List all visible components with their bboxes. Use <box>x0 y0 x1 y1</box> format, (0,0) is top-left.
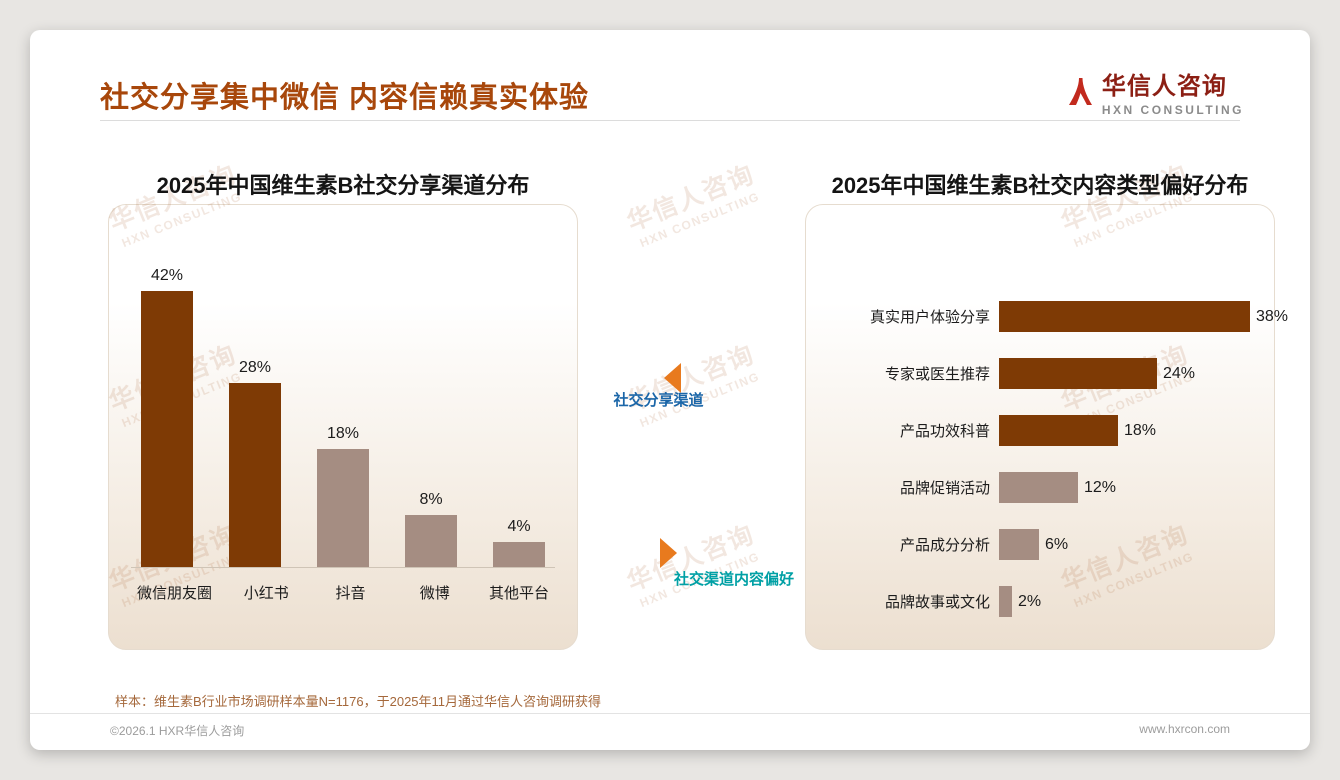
arrow-right-icon <box>660 538 677 568</box>
sample-footnote: 样本：维生素B行业市场调研样本量N=1176，于2025年11月通过华信人咨询调… <box>115 694 602 709</box>
bar-value-label: 4% <box>507 518 531 535</box>
bar-category-label: 品牌故事或文化 <box>884 594 990 611</box>
bar-column: 4% <box>489 518 549 568</box>
bar <box>405 515 457 568</box>
logo-icon <box>1067 76 1093 108</box>
bar-value-label: 12% <box>1084 478 1117 496</box>
bar-row: 产品成分分析 6% <box>824 529 1264 560</box>
bar <box>229 383 281 568</box>
bar-row: 产品功效科普 18% <box>824 415 1264 446</box>
bar-value-label: 38% <box>1256 307 1289 325</box>
bar <box>999 472 1078 503</box>
logo-name-en: HXN CONSULTING <box>1101 103 1244 117</box>
bar-value-label: 18% <box>1124 421 1157 439</box>
arrow-left-icon <box>664 363 681 393</box>
bar-category-label: 专家或医生推荐 <box>884 366 990 383</box>
bar <box>999 415 1118 446</box>
bar-category-label: 抖音 <box>335 585 366 602</box>
bar-category-label: 微信朋友圈 <box>137 585 213 602</box>
horizontal-bar-chart: 真实用户体验分享 38% 专家或医生推荐 24% 产品功效科普 18% 品牌促销活动 12% 产… <box>805 204 1288 650</box>
vchart-categories: 微信朋友圈 小红书 抖音 微博 其他平台 <box>137 582 549 603</box>
bar-value-label: 42% <box>150 267 184 284</box>
bar-value-label: 24% <box>1163 364 1196 382</box>
bar <box>999 358 1157 389</box>
x-axis-line <box>131 567 555 568</box>
bar-category-label: 小红书 <box>243 585 289 602</box>
title-divider <box>100 120 1240 121</box>
bar-row: 真实用户体验分享 38% <box>824 301 1288 332</box>
website-text: www.hxrcon.com <box>1139 722 1230 736</box>
bar-value-label: 18% <box>326 425 360 442</box>
bar-column: 8% <box>401 491 461 568</box>
bar <box>141 291 193 568</box>
bar-category-label: 产品成分分析 <box>899 537 990 554</box>
company-logo: 华信人咨询 HXN CONSULTING <box>1067 66 1244 117</box>
copyright-text: ©2026.1 HXR华信人咨询 <box>110 724 245 738</box>
share-channel-label: 社交分享渠道 <box>613 392 704 409</box>
bar <box>317 449 369 568</box>
bar-column: 42% <box>137 267 197 568</box>
bar <box>493 542 545 568</box>
vchart-bars: 42% 28% 18% 8% 4% <box>137 267 549 568</box>
bar-column: 28% <box>225 359 285 568</box>
bar-column: 18% <box>313 425 373 568</box>
bar-category-label: 品牌促销活动 <box>899 480 990 497</box>
bar-category-label: 微博 <box>419 585 450 602</box>
bar-row: 品牌故事或文化 2% <box>824 586 1264 617</box>
hchart-rows: 真实用户体验分享 38% 专家或医生推荐 24% 产品功效科普 18% 品牌促销活动 12% 产… <box>824 301 1288 617</box>
logo-name-cn: 华信人咨询 <box>1101 73 1227 100</box>
right-chart-title: 2025年中国维生素B社交内容类型偏好分布 <box>831 173 1249 198</box>
bar <box>999 301 1250 332</box>
bar <box>999 586 1012 617</box>
bar-row: 品牌促销活动 12% <box>824 472 1264 503</box>
bar-value-label: 8% <box>419 491 443 508</box>
left-chart-title: 2025年中国维生素B社交分享渠道分布 <box>156 173 530 198</box>
bar-value-label: 6% <box>1045 535 1069 553</box>
content-preference-label: 社交渠道内容偏好 <box>674 571 795 588</box>
page-title: 社交分享集中微信 内容信赖真实体验 <box>100 82 590 114</box>
vertical-bar-chart: 42% 28% 18% 8% 4% 微信朋友圈 小红书 抖音 微博 其他平台 <box>108 204 578 650</box>
bar-category-label: 产品功效科普 <box>899 423 990 440</box>
bar-value-label: 28% <box>238 359 272 376</box>
bar-value-label: 2% <box>1018 592 1042 610</box>
bar-category-label: 真实用户体验分享 <box>869 309 990 326</box>
bar <box>999 529 1039 560</box>
bar-category-label: 其他平台 <box>488 585 549 602</box>
footer-divider <box>30 713 1310 714</box>
bar-row: 专家或医生推荐 24% <box>824 358 1264 389</box>
